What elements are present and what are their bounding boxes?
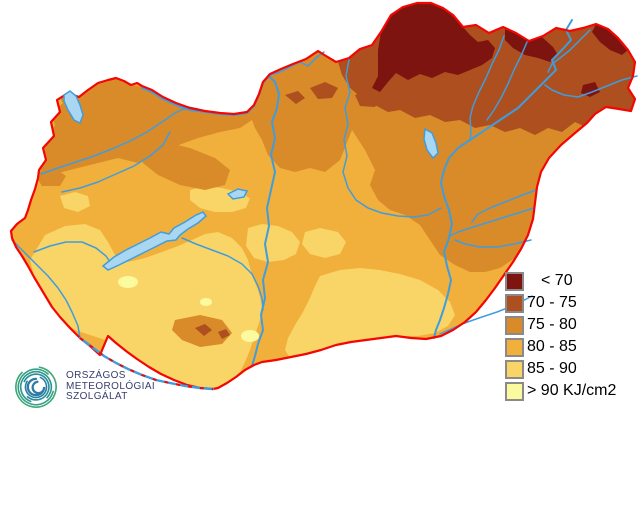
lake-shapes xyxy=(63,90,439,271)
oms-logo-text: ORSZÁGOS METEOROLÓGIAI SZOLGÁLAT xyxy=(66,371,155,403)
legend-label: 85 - 90 xyxy=(527,360,577,377)
river-koros-2 xyxy=(454,239,532,248)
legend-row: > 90 KJ/cm2 xyxy=(505,380,616,402)
legend-label: 70 - 75 xyxy=(527,294,577,311)
legend-swatch xyxy=(505,359,524,379)
legend-label: 75 - 80 xyxy=(527,316,577,333)
legend-row: 85 - 90 xyxy=(505,358,616,380)
river-bodrog xyxy=(547,29,591,73)
oms-logo-line3: SZOLGÁLAT xyxy=(66,391,128,403)
legend-swatch xyxy=(505,315,524,335)
legend-row: < 70 xyxy=(505,270,616,292)
river-zala xyxy=(33,241,111,263)
legend-label: > 90 KJ/cm2 xyxy=(527,382,617,399)
river-szamos xyxy=(544,75,638,98)
legend-swatch xyxy=(505,337,524,357)
river-raba xyxy=(40,106,199,175)
oms-logo: ORSZÁGOS METEOROLÓGIAI SZOLGÁLAT xyxy=(13,364,155,410)
river-sajo xyxy=(469,35,505,141)
oms-spiral-icon xyxy=(15,366,57,408)
country-border xyxy=(9,1,637,391)
legend-swatch xyxy=(505,293,524,313)
river-marcal xyxy=(61,131,171,193)
lake-ferto xyxy=(63,90,84,125)
legend: < 70 70 - 75 75 - 80 80 - 85 85 - 90 > 9… xyxy=(505,270,616,402)
legend-swatch xyxy=(505,271,524,291)
river-tisza xyxy=(433,19,573,339)
river-sio xyxy=(181,237,264,311)
legend-row: 70 - 75 xyxy=(505,292,616,314)
river-zagyva xyxy=(342,59,442,218)
river-koros-1 xyxy=(449,207,535,237)
oms-logo-line1: ORSZÁGOS xyxy=(66,370,126,382)
legend-row: 75 - 80 xyxy=(505,314,616,336)
region-gt-90 xyxy=(118,276,259,342)
lake-balaton xyxy=(101,211,208,271)
oms-logo-line2: METEOROLÓGIAI xyxy=(66,380,156,392)
legend-row: 80 - 85 xyxy=(505,336,616,358)
river-hernad xyxy=(486,41,528,121)
region-85-90 xyxy=(30,186,455,389)
legend-swatch xyxy=(505,381,524,401)
river-berettyo xyxy=(471,189,537,223)
drava-border-marks xyxy=(79,337,214,390)
legend-label: 80 - 85 xyxy=(527,338,577,355)
lake-velence xyxy=(226,188,249,200)
lake-tisza xyxy=(423,127,439,160)
legend-label: < 70 xyxy=(541,272,573,289)
river-mura xyxy=(11,239,81,339)
